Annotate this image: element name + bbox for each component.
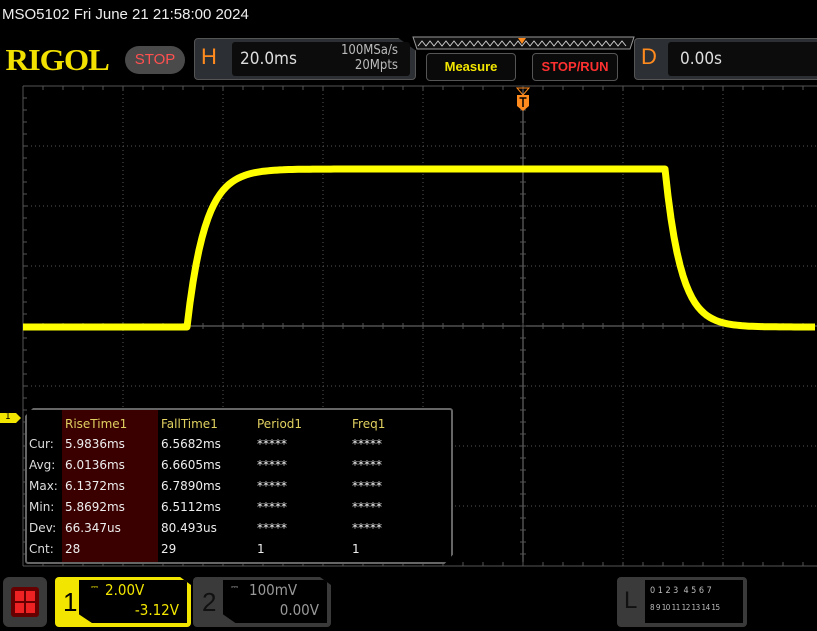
channel2-panel[interactable]: 2 ⎓ 100mV 0.00V — [193, 577, 331, 627]
measurement-value: ***** — [352, 437, 382, 451]
trigger-position-marker — [518, 38, 526, 44]
logic-panel[interactable]: L 0 1 2 3 4 5 6 7 8 9 10 11 12 13 14 15 — [617, 577, 747, 627]
measure-button[interactable]: Measure — [426, 53, 516, 81]
logic-channels-8-15: 8 9 10 11 12 13 14 15 — [650, 603, 720, 612]
col-freq[interactable]: Freq1 — [352, 417, 386, 431]
measurement-value: 66.347us — [65, 521, 121, 535]
menu-button[interactable] — [3, 577, 47, 627]
channel1-panel[interactable]: 1 ⎓ 2.00V -3.12V — [55, 577, 191, 627]
channel1-offset: -3.12V — [134, 601, 179, 619]
channel1-marker-label: 1 — [5, 411, 11, 422]
measurement-value: ***** — [257, 500, 287, 514]
row-label: Max: — [29, 479, 58, 493]
delay-box[interactable]: 0.00s — [668, 42, 817, 76]
trigger-marker-icon — [515, 87, 531, 111]
device-title: MSO5102 Fri June 21 21:58:00 2024 — [2, 6, 249, 23]
channel2-number: 2 — [202, 587, 217, 617]
dc-coupling-icon: ⎓ — [91, 583, 99, 593]
delay-value: 0.00s — [680, 49, 723, 69]
col-fall-time[interactable]: FallTime1 — [161, 417, 218, 431]
col-period[interactable]: Period1 — [257, 417, 303, 431]
row-label: Avg: — [29, 458, 56, 472]
channel1-waveform — [23, 165, 816, 331]
measurement-value: 5.9836ms — [65, 437, 125, 451]
measurement-value: 1 — [352, 542, 360, 556]
row-label: Cur: — [29, 437, 54, 451]
measurement-value: ***** — [352, 500, 382, 514]
rigol-logo: RIGOL — [5, 42, 110, 77]
channel2-offset: 0.00V — [279, 601, 319, 619]
measurement-value: 29 — [161, 542, 177, 556]
measurement-value: ***** — [257, 479, 287, 493]
channel1-scale: 2.00V — [105, 581, 145, 599]
measurement-value: 6.1372ms — [65, 479, 125, 493]
row-label: Min: — [29, 500, 55, 514]
memory-position-bar[interactable] — [412, 36, 636, 52]
channel1-number: 1 — [63, 587, 78, 617]
horizontal-label: H — [201, 44, 217, 69]
delay-label: D — [641, 44, 657, 69]
measurement-value: 28 — [65, 542, 81, 556]
measurement-value: 6.7890ms — [161, 479, 221, 493]
timebase-value: 20.0ms — [240, 49, 297, 69]
row-label: Cnt: — [29, 542, 54, 556]
measurement-value: 1 — [257, 542, 265, 556]
selected-column-highlight — [62, 410, 158, 562]
measurement-value: ***** — [257, 521, 287, 535]
measurement-value: ***** — [352, 479, 382, 493]
memory-depth: 20Mpts — [354, 58, 398, 73]
measurement-value: 6.0136ms — [65, 458, 125, 472]
measurement-value: ***** — [257, 458, 287, 472]
channel2-scale: 100mV — [249, 581, 298, 599]
measurement-value: 6.5682ms — [161, 437, 221, 451]
row-label: Dev: — [29, 521, 57, 535]
measurement-value: 80.493us — [161, 521, 217, 535]
measurement-value: 6.6605ms — [161, 458, 221, 472]
measurement-value: ***** — [352, 458, 382, 472]
sample-rate: 100MSa/s — [340, 43, 398, 58]
channel1-level-marker-icon — [0, 413, 21, 423]
run-state-badge[interactable]: STOP — [125, 46, 185, 74]
measurement-value: ***** — [352, 521, 382, 535]
logic-label: L — [624, 587, 638, 614]
measurement-value: 5.8692ms — [65, 500, 125, 514]
dc-coupling-icon: ⎓ — [231, 583, 239, 593]
measurement-value: 6.5112ms — [161, 500, 221, 514]
logic-channels-0-7: 0 1 2 3 4 5 6 7 — [650, 586, 712, 596]
stop-run-button[interactable]: STOP/RUN — [532, 53, 618, 81]
measurement-value: ***** — [257, 437, 287, 451]
grid-menu-icon — [11, 587, 39, 617]
timebase-box[interactable]: 20.0ms 100MSa/s 20Mpts — [232, 42, 410, 76]
col-rise-time[interactable]: RiseTime1 — [65, 417, 128, 431]
measurement-table: RiseTime1 FallTime1 Period1 Freq1 Cur: 5.… — [25, 408, 453, 564]
